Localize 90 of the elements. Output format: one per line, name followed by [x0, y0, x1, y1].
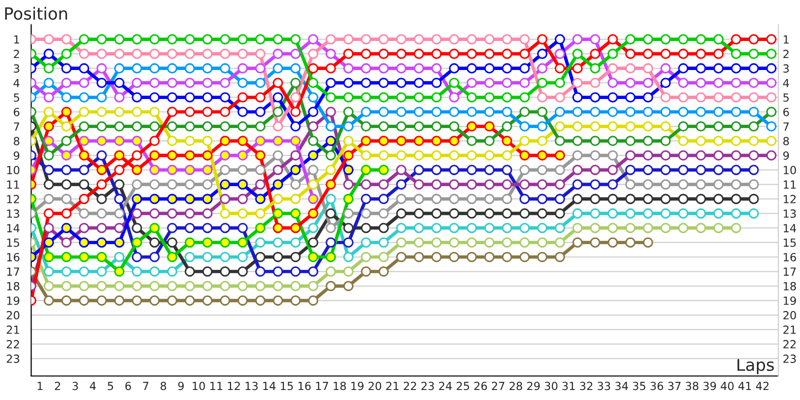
y-tick-label: 13	[7, 209, 20, 218]
y2-tick-label: 5	[783, 93, 789, 102]
y-tick-label: 3	[14, 64, 20, 73]
x-tick-label: 28	[510, 382, 522, 390]
x-tick-label: 42	[756, 382, 768, 390]
y-tick-label: 16	[7, 252, 20, 262]
x-tick-label: 30	[544, 382, 558, 390]
y-tick-label: 14	[7, 224, 20, 232]
x-tick-label: 29	[527, 382, 540, 390]
y-tick-label: 20	[6, 311, 20, 320]
x-tick-label: 40	[720, 382, 734, 390]
y2-tick-label: 22	[783, 340, 796, 348]
y2-tick-label: 9	[783, 151, 789, 160]
x-tick-label: 36	[650, 382, 664, 390]
y2-tick-label: 19	[784, 296, 796, 305]
y2-tick-label: 10	[784, 166, 796, 174]
x-tick-label: 2	[54, 382, 60, 390]
x-tick-label: 20	[368, 382, 382, 390]
y-tick-label: 2	[14, 50, 19, 58]
x-tick-label: 25	[456, 382, 470, 390]
y2-tick-label: 21	[783, 326, 796, 334]
y-tick-label: 5	[14, 93, 20, 102]
y-tick-label: 18	[7, 282, 20, 290]
x-tick-label: 5	[108, 382, 114, 390]
x-tick-label: 35	[632, 382, 646, 390]
x-tick-label: 21	[386, 382, 399, 390]
y2-tick-label: 14	[784, 224, 796, 232]
y2-tick-label: 7	[783, 122, 789, 131]
y2-tick-label: 11	[784, 180, 796, 189]
y-tick-label: 15	[7, 238, 20, 247]
x-tick-label: 4	[90, 382, 96, 390]
x-tick-label: 26	[474, 382, 487, 390]
y2-tick-label: 12	[784, 194, 796, 204]
x-axis-title: Laps	[738, 358, 774, 374]
x-tick-label: 38	[686, 382, 698, 390]
x-tick-label: 27	[492, 382, 504, 390]
y2-tick-label: 23	[783, 354, 796, 363]
x-tick-label: 12	[228, 382, 240, 390]
y-axis-title: Position	[5, 6, 68, 20]
y-tick-label: 1	[14, 35, 20, 44]
x-tick-label: 34	[615, 382, 628, 390]
y-tick-label: 19	[7, 296, 20, 305]
x-tick-label: 24	[439, 382, 452, 390]
y2-tick-label: 18	[784, 282, 796, 290]
y2-tick-label: 17	[784, 268, 796, 276]
x-tick-label: 33	[598, 382, 610, 390]
x-tick-label: 37	[668, 382, 681, 390]
y2-tick-label: 1	[784, 35, 789, 44]
x-tick-label: 3	[72, 382, 78, 390]
x-tick-label: 6	[125, 382, 131, 390]
y2-tick-label: 8	[783, 136, 789, 146]
y-tick-label: 12	[7, 194, 19, 204]
y2-tick-label: 3	[783, 64, 789, 73]
y2-tick-label: 4	[783, 78, 790, 88]
x-tick-label: 31	[562, 382, 575, 390]
x-tick-label: 10	[192, 382, 205, 390]
x-tick-label: 9	[178, 382, 184, 390]
x-tick-label: 41	[738, 382, 751, 390]
y-tick-label: 6	[14, 108, 20, 116]
y2-tick-label: 16	[784, 252, 796, 262]
y2-tick-label: 13	[784, 209, 796, 218]
y-tick-label: 7	[14, 122, 20, 131]
y2-tick-label: 15	[784, 238, 796, 247]
x-tick-label: 11	[210, 382, 222, 390]
x-tick-label: 13	[246, 382, 258, 390]
y-tick-label: 9	[14, 151, 20, 160]
y2-tick-label: 20	[783, 311, 796, 320]
x-tick-label: 7	[143, 382, 148, 390]
x-tick-label: 15	[280, 382, 293, 390]
y-tick-label: 17	[7, 268, 20, 276]
x-tick-label: 39	[703, 382, 716, 390]
y-tick-label: 21	[6, 326, 20, 334]
x-tick-label: 32	[580, 382, 592, 390]
x-tick-label: 16	[298, 382, 311, 390]
y-tick-label: 22	[6, 340, 19, 348]
y-tick-label: 11	[7, 180, 20, 189]
x-tick-label: 23	[421, 382, 434, 390]
y2-tick-label: 6	[783, 108, 789, 116]
y-tick-label: 8	[14, 136, 20, 146]
y-tick-label: 23	[6, 354, 20, 363]
x-tick-label: 8	[160, 382, 166, 390]
y-tick-label: 10	[7, 166, 20, 174]
x-tick-label: 22	[404, 382, 416, 390]
x-tick-label: 19	[351, 382, 364, 390]
x-tick-label: 18	[334, 382, 346, 390]
x-tick-label: 17	[316, 382, 328, 390]
x-tick-label: 1	[38, 382, 43, 390]
x-tick-label: 14	[263, 382, 276, 390]
y-tick-label: 4	[14, 78, 20, 88]
y2-tick-label: 2	[783, 50, 789, 58]
